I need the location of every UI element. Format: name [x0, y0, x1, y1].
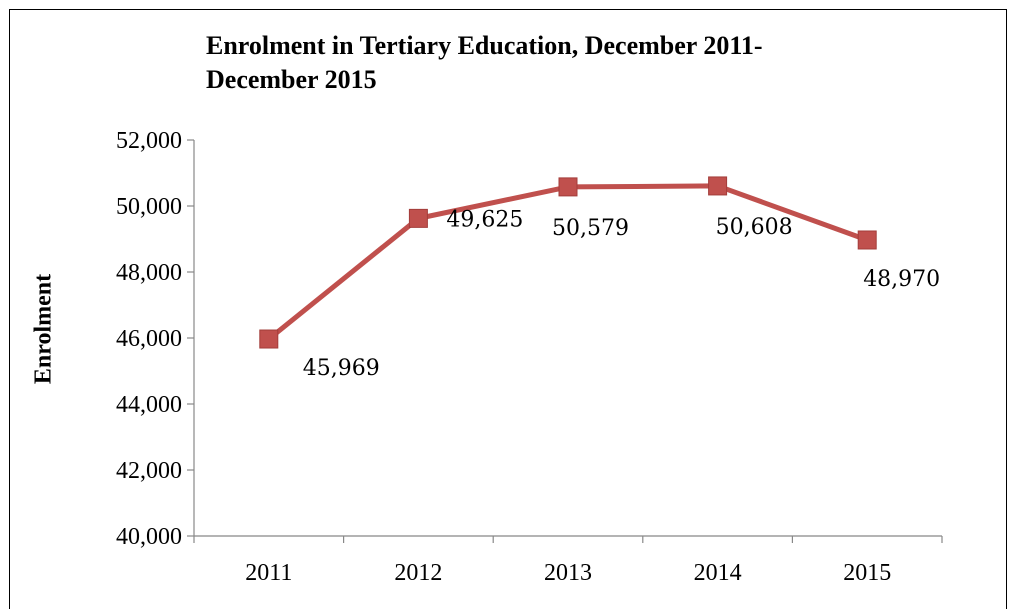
chart-title: Enrolment in Tertiary Education, Decembe…	[206, 31, 763, 94]
data-label: 50,579	[552, 216, 629, 241]
y-tick-label: 40,000	[116, 524, 182, 550]
data-point-marker	[708, 176, 728, 196]
y-tick-label: 48,000	[116, 260, 182, 286]
y-tick-label: 44,000	[116, 392, 182, 418]
y-tick-label: 52,000	[116, 128, 182, 154]
data-point-marker	[408, 208, 428, 228]
series-line	[267, 183, 869, 341]
data-point-marker	[558, 177, 578, 197]
x-tick-label: 2012	[394, 560, 442, 586]
data-point-marker	[857, 230, 877, 250]
data-point-marker	[259, 329, 279, 349]
data-label: 48,970	[863, 267, 940, 292]
data-label: 49,625	[446, 207, 523, 232]
data-label: 45,969	[303, 356, 380, 381]
y-tick-label: 42,000	[116, 458, 182, 484]
y-tick-label: 50,000	[116, 194, 182, 220]
x-tick-label: 2014	[694, 560, 742, 586]
data-label: 50,608	[716, 215, 793, 240]
y-tick-label: 46,000	[116, 326, 182, 352]
chart-frame	[9, 9, 1007, 609]
x-tick-label: 2011	[245, 560, 292, 586]
x-tick-label: 2013	[544, 560, 592, 586]
x-tick-label: 2015	[843, 560, 891, 586]
